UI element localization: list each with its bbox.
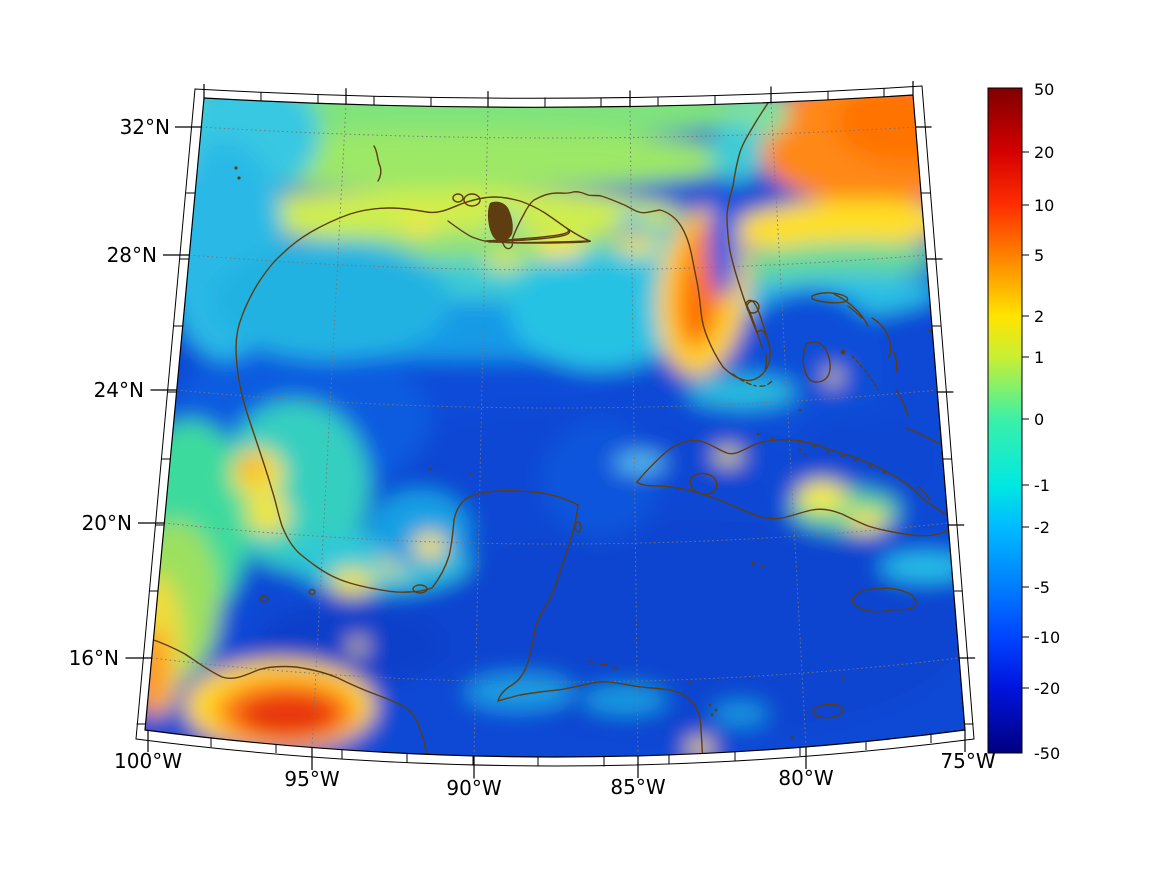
colorbar-tick-label: 10 [1034, 196, 1054, 215]
colorbar-labels: 50 20 10 5 2 1 0 -1 -2 -5 -10 -20 -50 [1034, 80, 1060, 763]
colorbar-tick-label: -5 [1034, 578, 1050, 597]
coastline-pacific [147, 637, 429, 757]
lon-tick-label: 90°W [446, 776, 501, 800]
map-frame [125, 81, 976, 779]
colorbar-ticks [1022, 151, 1029, 689]
lon-tick-label: 80°W [778, 766, 833, 790]
colorbar-tick-label: 5 [1034, 246, 1044, 265]
longitude-axis: 100°W 95°W 90°W 85°W 80°W 75°W [114, 749, 996, 800]
coastline-yucatan [431, 489, 579, 589]
coastline-islets [234, 166, 886, 739]
coastline-gulf-rim [235, 99, 771, 593]
coastline-isla-juventud [689, 472, 718, 496]
lat-tick-label: 24°N [94, 378, 144, 402]
colorbar-tick-label: 1 [1034, 348, 1044, 367]
lon-tick-label: 75°W [940, 749, 995, 773]
coastline-jamaica [851, 587, 917, 613]
colorbar-gradient [987, 87, 1023, 754]
coastlines [147, 99, 965, 757]
lon-tick-label: 100°W [114, 749, 182, 773]
colorbar-tick-label: -20 [1034, 679, 1060, 698]
coastline-belize-honduras [497, 504, 704, 757]
colorbar-tick-label: -2 [1034, 518, 1050, 537]
colorbar-tick-label: -10 [1034, 628, 1060, 647]
axis-tick-marks [125, 81, 976, 779]
data-field [145, 95, 965, 757]
colorbar-tick-label: 50 [1034, 80, 1054, 99]
colorbar-tick-label: 0 [1034, 410, 1044, 429]
lat-tick-label: 20°N [82, 511, 132, 535]
colorbar-tick-label: 20 [1034, 143, 1054, 162]
map-outer-border [135, 85, 975, 767]
colorbar-tick-label: -50 [1034, 744, 1060, 763]
colorbar: 50 20 10 5 2 1 0 -1 -2 -5 -10 -20 -50 [987, 80, 1060, 763]
colorbar-tick-label: -1 [1034, 476, 1050, 495]
lat-tick-label: 28°N [107, 243, 157, 267]
lon-tick-label: 95°W [284, 767, 339, 791]
graticule-gridlines [151, 101, 960, 757]
map-inner-border [144, 94, 966, 758]
lat-tick-label: 32°N [120, 115, 170, 139]
lon-tick-label: 85°W [610, 775, 665, 799]
lat-tick-label: 16°N [69, 646, 119, 670]
latitude-axis: 32°N 28°N 24°N 20°N 16°N [69, 115, 170, 670]
colorbar-tick-label: 2 [1034, 307, 1044, 326]
data-field-blobs [145, 95, 965, 757]
